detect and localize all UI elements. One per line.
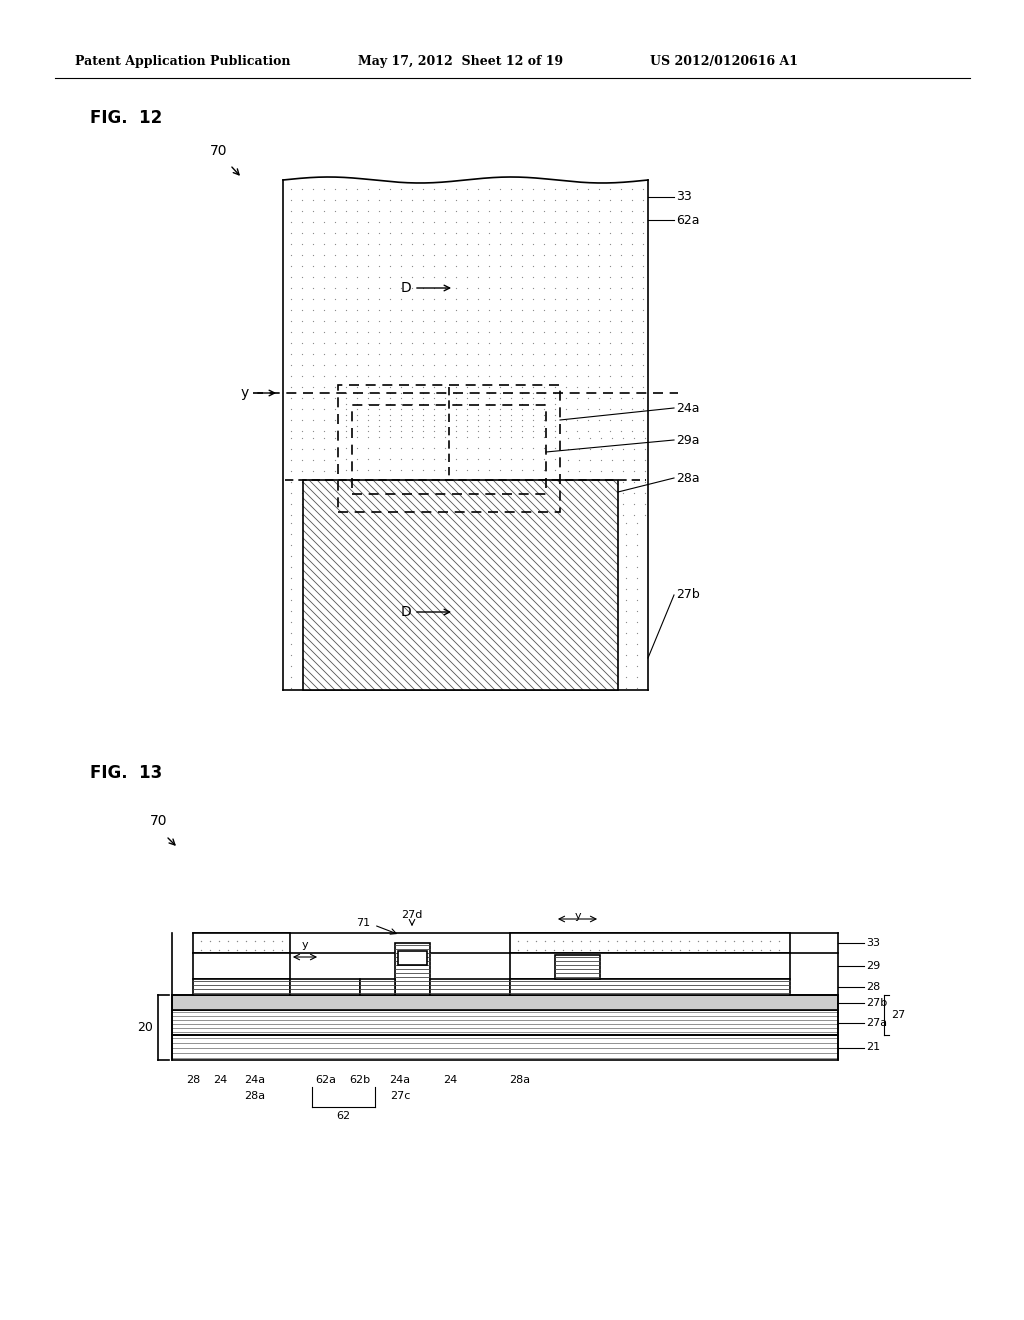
Bar <box>172 1035 838 1060</box>
Text: 28a: 28a <box>509 1074 530 1085</box>
Bar <box>360 979 395 995</box>
Text: 28a: 28a <box>676 471 699 484</box>
Text: 27a: 27a <box>866 1018 887 1027</box>
Bar <box>555 954 600 979</box>
Bar <box>193 979 290 995</box>
Text: y: y <box>241 385 249 400</box>
Text: 28a: 28a <box>245 1092 265 1101</box>
Text: 62b: 62b <box>349 1074 371 1085</box>
Bar <box>398 950 427 965</box>
Text: D: D <box>400 281 411 294</box>
Bar <box>510 953 790 979</box>
Bar <box>510 979 790 995</box>
Text: May 17, 2012  Sheet 12 of 19: May 17, 2012 Sheet 12 of 19 <box>358 55 563 69</box>
Text: 27c: 27c <box>390 1092 411 1101</box>
Text: Patent Application Publication: Patent Application Publication <box>75 55 291 69</box>
Text: 27b: 27b <box>866 998 887 1007</box>
Bar <box>290 979 360 995</box>
Text: 33: 33 <box>676 190 692 203</box>
Bar <box>172 1010 838 1035</box>
Bar <box>172 995 838 1010</box>
Text: 28: 28 <box>186 1074 200 1085</box>
Text: 29: 29 <box>866 961 881 972</box>
Text: 24: 24 <box>442 1074 457 1085</box>
Bar <box>303 480 618 690</box>
Text: 28: 28 <box>866 982 881 993</box>
Text: 27d: 27d <box>401 909 423 920</box>
Text: 24a: 24a <box>389 1074 411 1085</box>
Text: 20: 20 <box>137 1020 153 1034</box>
Text: 29a: 29a <box>676 433 699 446</box>
Bar <box>395 942 430 995</box>
Text: 24a: 24a <box>676 401 699 414</box>
Text: 24a: 24a <box>245 1074 265 1085</box>
Bar <box>172 1010 838 1035</box>
Text: D: D <box>400 605 411 619</box>
Bar <box>172 1035 838 1060</box>
Text: 33: 33 <box>866 939 880 948</box>
Text: 62a: 62a <box>315 1074 337 1085</box>
Text: 27: 27 <box>891 1010 905 1020</box>
Text: US 2012/0120616 A1: US 2012/0120616 A1 <box>650 55 798 69</box>
Bar <box>510 933 790 953</box>
Text: 62: 62 <box>337 1111 350 1121</box>
Text: 62a: 62a <box>676 214 699 227</box>
Text: 24: 24 <box>213 1074 227 1085</box>
Bar <box>352 405 546 494</box>
Text: FIG.  12: FIG. 12 <box>90 110 162 127</box>
Text: 70: 70 <box>150 814 168 828</box>
Text: 71: 71 <box>356 917 370 928</box>
Bar <box>430 979 510 995</box>
Text: y: y <box>574 911 581 921</box>
Text: y: y <box>302 940 308 950</box>
Bar <box>193 953 290 979</box>
Text: 27b: 27b <box>676 589 699 602</box>
Bar <box>338 385 560 512</box>
Text: 70: 70 <box>210 144 227 158</box>
Bar <box>303 480 618 690</box>
Bar <box>193 933 290 953</box>
Text: FIG.  13: FIG. 13 <box>90 764 162 781</box>
Text: 21: 21 <box>866 1043 880 1052</box>
